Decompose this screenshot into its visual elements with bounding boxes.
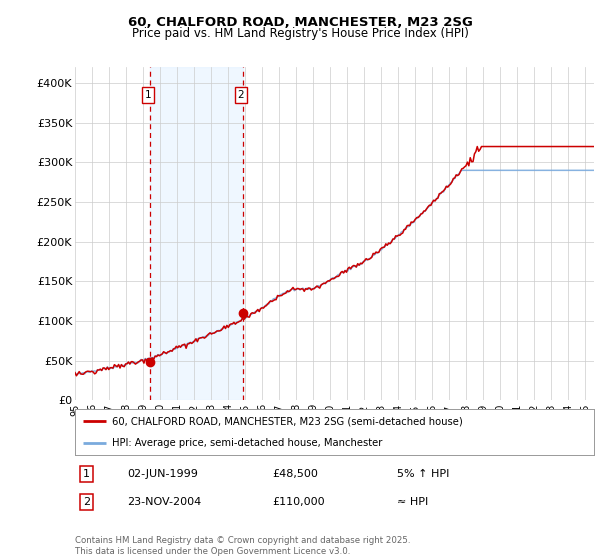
Bar — [150, 67, 244, 400]
Text: 1: 1 — [83, 469, 90, 479]
Text: 23-NOV-2004: 23-NOV-2004 — [127, 497, 201, 507]
Text: 60, CHALFORD ROAD, MANCHESTER, M23 2SG: 60, CHALFORD ROAD, MANCHESTER, M23 2SG — [128, 16, 472, 29]
Text: Contains HM Land Registry data © Crown copyright and database right 2025.
This d: Contains HM Land Registry data © Crown c… — [75, 536, 410, 556]
Text: 1: 1 — [145, 90, 151, 100]
Text: Price paid vs. HM Land Registry's House Price Index (HPI): Price paid vs. HM Land Registry's House … — [131, 27, 469, 40]
Text: £110,000: £110,000 — [272, 497, 325, 507]
Text: 2: 2 — [238, 90, 244, 100]
Text: 60, CHALFORD ROAD, MANCHESTER, M23 2SG (semi-detached house): 60, CHALFORD ROAD, MANCHESTER, M23 2SG (… — [112, 416, 463, 426]
Text: 02-JUN-1999: 02-JUN-1999 — [127, 469, 198, 479]
Text: HPI: Average price, semi-detached house, Manchester: HPI: Average price, semi-detached house,… — [112, 438, 383, 448]
Text: £48,500: £48,500 — [272, 469, 318, 479]
Text: 2: 2 — [83, 497, 90, 507]
Text: 5% ↑ HPI: 5% ↑ HPI — [397, 469, 449, 479]
Text: ≈ HPI: ≈ HPI — [397, 497, 428, 507]
